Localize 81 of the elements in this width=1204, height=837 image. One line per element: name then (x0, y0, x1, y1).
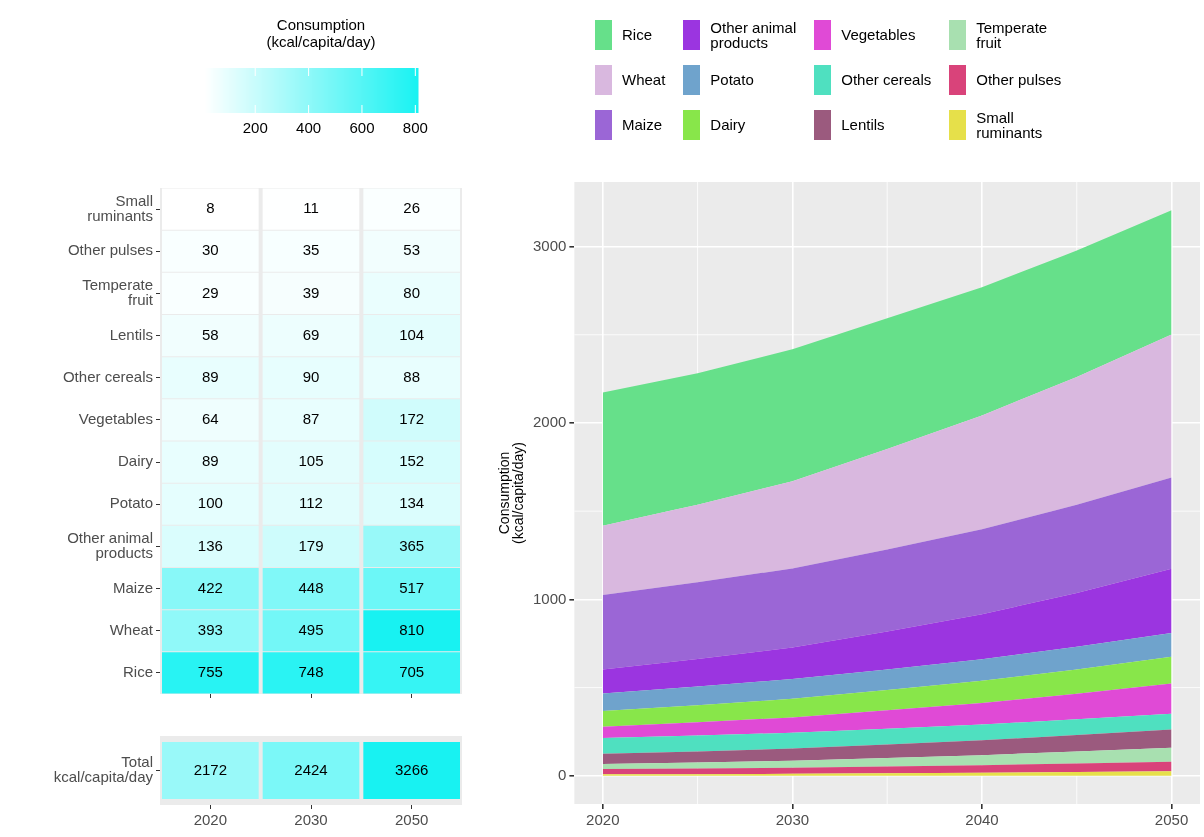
data-label: 3266 (394, 760, 429, 778)
data-label: 90 (302, 367, 320, 385)
y-tick-label: Lentils (109, 325, 153, 343)
data-label: 755 (197, 663, 223, 681)
y-axis-title: Consumption (kcal/capita/day) (495, 442, 526, 544)
legend-label: Maize (622, 116, 663, 133)
color-bar-label: 800 (402, 118, 428, 136)
y-tick-label: 3000 (532, 236, 567, 254)
legend-label: Potato (710, 71, 754, 88)
data-label: 136 (197, 536, 223, 554)
color-bar-title: Consumption (kcal/capita/day) (266, 16, 376, 50)
data-label: 100 (197, 494, 223, 512)
data-label: 80 (403, 283, 421, 301)
legend-label: Wheat (622, 71, 666, 88)
data-label: 39 (302, 283, 320, 301)
color-bar-label: 600 (349, 118, 375, 136)
y-tick-label: 2000 (532, 413, 567, 431)
x-tick-label: 2030 (294, 811, 328, 829)
data-label: 105 (298, 452, 324, 470)
data-label: 152 (399, 452, 425, 470)
data-label: 517 (399, 578, 425, 596)
y-tick-label: Other animal products (67, 529, 153, 562)
data-label: 2172 (193, 760, 228, 778)
data-label: 112 (299, 494, 323, 512)
data-label: 2424 (294, 760, 328, 778)
x-tick-label: 2030 (775, 811, 810, 829)
x-tick-label: 2050 (1154, 811, 1189, 829)
legend-label: Other animal products (710, 18, 797, 51)
data-label: 58 (201, 325, 219, 343)
data-label: 104 (399, 325, 425, 343)
x-tick-label: 2040 (965, 811, 999, 829)
y-tick-label: Wheat (109, 620, 154, 638)
data-label: 179 (298, 536, 324, 554)
data-label: 172 (399, 410, 425, 428)
y-tick-label: Vegetables (78, 410, 153, 428)
legend-label: Small ruminants (976, 108, 1043, 141)
data-label: 89 (201, 452, 219, 470)
x-tick-label: 2050 (394, 811, 429, 829)
legend-label: Rice (622, 26, 653, 43)
legend-label: Vegetables (841, 26, 916, 43)
y-tick-label: Rice (122, 663, 153, 681)
data-label: 8 (206, 199, 215, 217)
y-tick-label: Total kcal/capita/day (53, 753, 154, 786)
data-label: 448 (298, 578, 324, 596)
y-tick-label: Temperate fruit (82, 276, 154, 309)
data-label: 88 (403, 367, 421, 385)
y-tick-label: Other pulses (67, 241, 153, 259)
y-tick-label: Maize (112, 578, 153, 596)
legend-label: Temperate fruit (976, 18, 1048, 51)
color-bar-label: 200 (242, 118, 268, 136)
color-bar-label: 400 (296, 118, 322, 136)
data-label: 11 (303, 199, 319, 217)
data-label: 422 (197, 578, 223, 596)
data-label: 29 (201, 283, 219, 301)
data-label: 134 (399, 494, 425, 512)
y-tick-label: Dairy (117, 452, 154, 470)
legend-label: Other pulses (976, 71, 1062, 88)
data-label: 705 (399, 663, 425, 681)
y-tick-label: 0 (558, 765, 567, 783)
data-label: 30 (201, 241, 219, 259)
y-tick-label: Other cereals (62, 367, 153, 385)
data-label: 748 (298, 663, 324, 681)
legend-label: Lentils (841, 116, 885, 133)
data-label: 53 (403, 241, 421, 259)
legend-label: Other cereals (841, 71, 932, 88)
x-tick-label: 2020 (586, 811, 620, 829)
y-tick-label: Potato (109, 494, 153, 512)
data-label: 69 (302, 325, 320, 343)
y-tick-label: 1000 (532, 589, 567, 607)
legend-label: Dairy (710, 116, 746, 133)
data-label: 365 (399, 536, 425, 554)
data-label: 810 (399, 620, 425, 638)
data-label: 26 (403, 199, 421, 217)
y-tick-label: Small ruminants (87, 191, 153, 224)
data-label: 495 (298, 620, 324, 638)
data-label: 35 (302, 241, 320, 259)
x-tick-label: 2020 (193, 811, 228, 829)
data-label: 64 (201, 410, 219, 428)
data-label: 87 (302, 410, 320, 428)
data-label: 393 (197, 620, 223, 638)
data-label: 89 (201, 367, 219, 385)
